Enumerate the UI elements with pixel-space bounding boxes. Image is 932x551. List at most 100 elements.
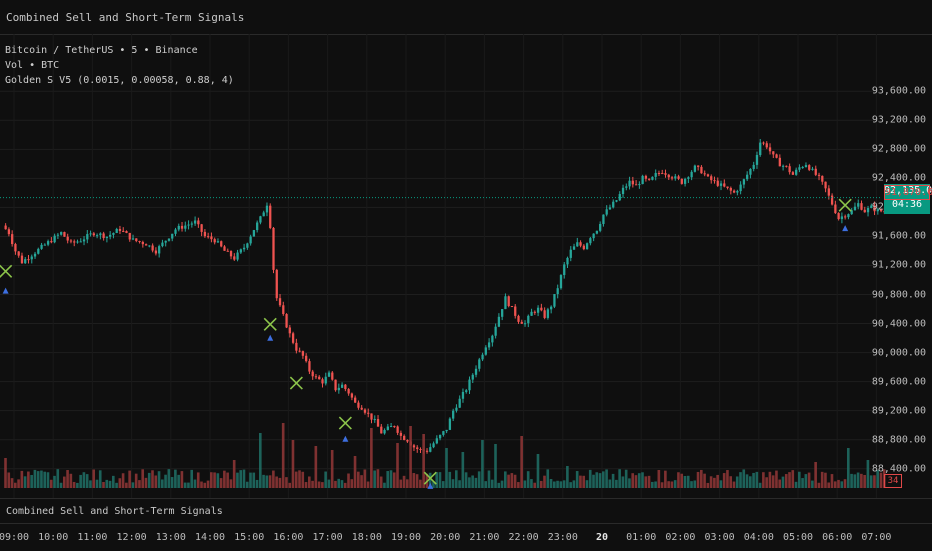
candle-body [161, 242, 164, 247]
volume-bar [334, 480, 337, 488]
volume-bar [72, 481, 76, 488]
time-axis-label: 05:00 [782, 532, 814, 543]
time-axis-label: 13:00 [155, 532, 186, 543]
candle-body [193, 220, 197, 224]
candle-body [471, 374, 474, 380]
price-axis-label: 93,200.00 [871, 114, 926, 126]
volume-bar [242, 469, 246, 488]
candle-body [396, 426, 399, 433]
candle-body [781, 165, 785, 167]
volume-bar [438, 472, 442, 488]
volume-bar [690, 481, 693, 488]
candle-body [625, 186, 628, 188]
volume-legend[interactable]: Vol • BTC [5, 60, 60, 71]
candle-body [821, 175, 824, 182]
volume-bar [85, 474, 89, 488]
candle-body [171, 233, 174, 239]
volume-bar [43, 471, 47, 488]
volume-bar [363, 469, 367, 488]
candle-body [791, 172, 795, 175]
candle-body [242, 247, 246, 250]
volume-bar [190, 469, 194, 488]
volume-bar [477, 471, 481, 488]
candle-body [817, 174, 821, 176]
candle-body [184, 225, 187, 229]
candle-body [615, 200, 618, 202]
candle-body [438, 434, 442, 439]
volume-bar [673, 480, 677, 488]
candle-body [144, 244, 148, 246]
candle-body [527, 315, 530, 324]
candle-body [236, 252, 239, 260]
candle-body [105, 236, 109, 239]
volume-bar [203, 482, 207, 488]
volume-bar [174, 469, 177, 488]
candle-body [811, 168, 814, 170]
candle-body [726, 186, 729, 188]
candle-body [648, 178, 651, 180]
candle-body [226, 250, 229, 252]
candle-body [252, 230, 256, 237]
volume-bar [422, 434, 425, 488]
candle-body [755, 155, 759, 165]
candle-body [373, 419, 376, 421]
candle-body [605, 209, 608, 215]
volume-bar [223, 470, 226, 488]
top-pane-title[interactable]: Combined Sell and Short-Term Signals [6, 11, 245, 24]
volume-bar [366, 481, 370, 488]
candle-body [429, 447, 432, 452]
candle-body [109, 234, 112, 237]
main-chart[interactable] [0, 34, 932, 498]
candle-body [628, 180, 631, 187]
volume-bar [340, 480, 344, 488]
time-axis[interactable]: 09:00 10:00 11:00 12:00 13:00 14:00 15:00 16:00… [0, 523, 932, 551]
candle-body [435, 438, 438, 444]
volume-bar [637, 473, 641, 488]
volume-bar [716, 474, 719, 488]
candle-body [46, 241, 50, 245]
volume-bar [79, 474, 82, 488]
volume-bar [575, 471, 579, 488]
volume-bar [631, 473, 635, 488]
price-axis-label: 88,400.00 [871, 463, 926, 475]
volume-bar [794, 481, 798, 488]
candle-body [484, 347, 487, 355]
volume-bar [657, 470, 661, 488]
candle-body [507, 296, 510, 307]
candle-body [354, 397, 357, 403]
candle-body [687, 177, 690, 179]
candle-body [200, 224, 203, 232]
candle-body [30, 256, 33, 260]
volume-bar [549, 479, 553, 488]
volume-bar [105, 479, 109, 488]
volume-bar [820, 471, 824, 488]
volume-bar [860, 473, 863, 488]
candle-body [595, 230, 599, 234]
volume-bar [644, 476, 648, 488]
candle-body [314, 376, 318, 378]
candle-body [92, 233, 95, 236]
candle-body [723, 183, 726, 187]
candle-body [468, 379, 471, 391]
candle-body [285, 314, 288, 328]
volume-bar [151, 470, 154, 488]
candle-body [380, 426, 383, 434]
volume-bar [121, 473, 125, 488]
volume-bar [134, 473, 138, 488]
volume-bar [314, 446, 318, 488]
candle-body [844, 216, 847, 218]
volume-bar [869, 475, 873, 488]
candle-body [393, 426, 396, 428]
price-axis-label: 92,800.00 [871, 143, 926, 155]
volume-bar [464, 472, 468, 488]
symbol-legend[interactable]: Bitcoin / TetherUS • 5 • Binance [5, 45, 198, 56]
volume-bar [10, 478, 14, 488]
volume-bar [360, 475, 363, 488]
volume-bar [830, 474, 834, 488]
indicator-legend[interactable]: Golden S V5 (0.0015, 0.00058, 0.88, 4) [5, 75, 234, 86]
candle-body [556, 288, 559, 295]
volume-bar [827, 482, 831, 488]
candle-body [177, 225, 180, 230]
bottom-pane-title[interactable]: Combined Sell and Short-Term Signals [6, 506, 223, 517]
volume-bar [798, 471, 801, 488]
